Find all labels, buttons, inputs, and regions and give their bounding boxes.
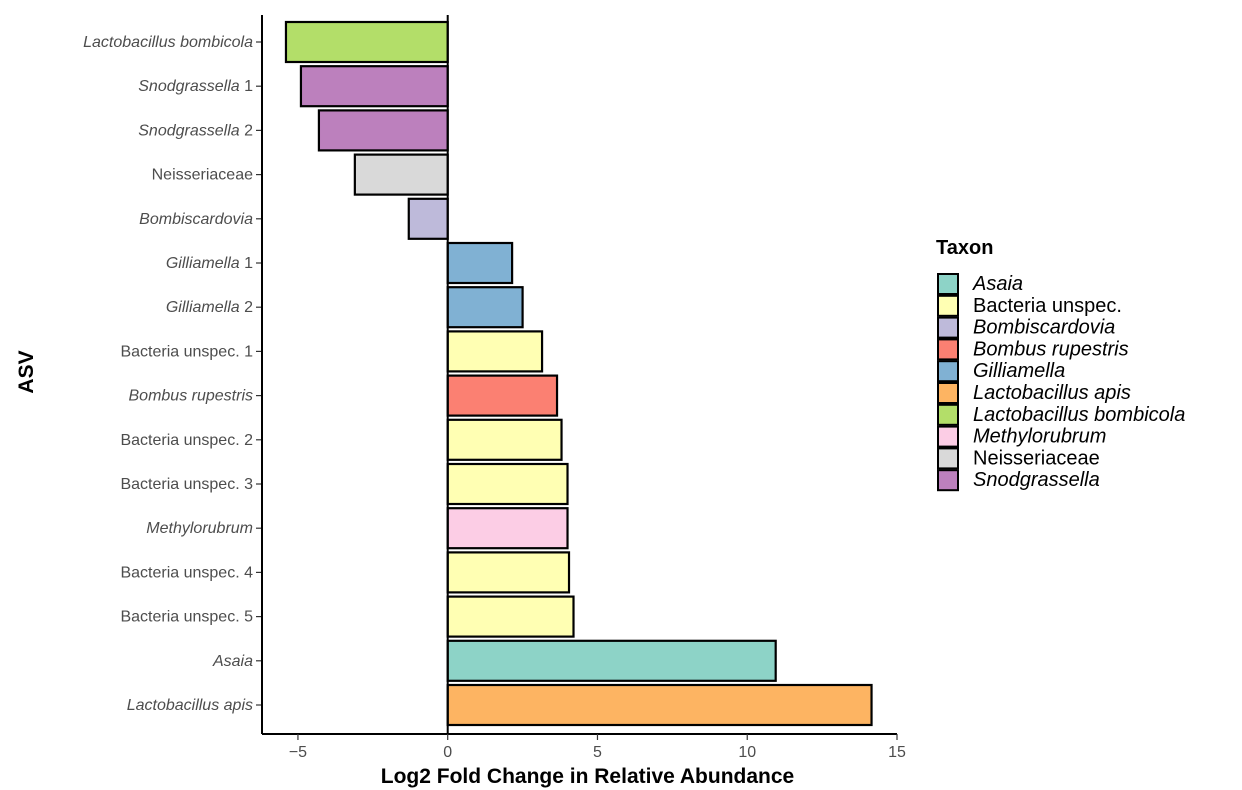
- bars: [284, 20, 873, 727]
- y-tick-label: Bacteria unspec. 2: [120, 431, 253, 448]
- legend-label-methylorubrum: Methylorubrum: [973, 426, 1106, 448]
- bar-bacteria-unspec-3: [446, 462, 569, 506]
- bar-bacteria-unspec-1: [446, 330, 544, 373]
- y-tick-label: Bombus rupestris: [129, 387, 254, 404]
- y-tick-label: Neisseriaceae: [152, 166, 253, 183]
- legend-label-gilliamella: Gilliamella: [973, 360, 1065, 382]
- legend-swatch-lactobacillus-bombicola: [937, 403, 959, 426]
- y-tick-label: Lactobacillus bombicola: [83, 34, 253, 51]
- legend-swatch-bacteria-unspec: [937, 294, 959, 317]
- legend-swatch-asaia: [937, 273, 959, 295]
- bar-snodgrassella-1: [299, 65, 449, 108]
- bar-snodgrassella-2: [317, 109, 449, 152]
- legend-swatch-gilliamella: [937, 360, 959, 383]
- x-tick-label: 10: [738, 744, 756, 761]
- y-tick-label: Lactobacillus apis: [127, 697, 253, 714]
- bar-lactobacillus-apis: [446, 683, 873, 727]
- y-tick-label: Bombiscardovia: [139, 210, 253, 227]
- bar-gilliamella-1: [446, 241, 514, 285]
- y-tick-label: Bacteria unspec. 3: [120, 476, 253, 493]
- x-axis-title: Log2 Fold Change in Relative Abundance: [381, 765, 794, 788]
- legend-label-lactobacillus-bombicola: Lactobacillus bombicola: [973, 404, 1185, 426]
- legend-label-bacteria-unspec: Bacteria unspec.: [973, 295, 1122, 317]
- legend-label-bombus-rupestris: Bombus rupestris: [973, 338, 1129, 360]
- y-tick-label: Asaia: [212, 652, 253, 669]
- legend-label-snodgrassella: Snodgrassella: [973, 469, 1100, 491]
- legend-label-lactobacillus-apis: Lactobacillus apis: [973, 382, 1131, 404]
- legend-label-asaia: Asaia: [972, 273, 1023, 295]
- x-tick-label: 0: [443, 744, 452, 761]
- x-axis: −5 0 5 10 15: [262, 733, 906, 761]
- legend-swatch-lactobacillus-apis: [937, 382, 959, 404]
- y-tick-label: Gilliamella 1: [166, 255, 253, 272]
- legend-label-neisseriaceae: Neisseriaceae: [973, 447, 1100, 469]
- bar-gilliamella-2: [446, 286, 524, 329]
- legend-swatch-bombiscardovia: [937, 316, 959, 339]
- y-tick-label: Snodgrassella 2: [138, 122, 253, 139]
- x-tick-label: −5: [289, 744, 307, 761]
- bar-lactobacillus-bombicola: [284, 20, 449, 64]
- y-tick-label: Bacteria unspec. 5: [120, 608, 253, 625]
- x-tick-label: 5: [593, 744, 602, 761]
- bar-methylorubrum: [446, 507, 569, 550]
- bar-bacteria-unspec-4: [446, 551, 571, 594]
- y-tick-label: Bacteria unspec. 1: [120, 343, 253, 360]
- y-tick-label: Bacteria unspec. 4: [120, 564, 253, 581]
- legend-label-bombiscardovia: Bombiscardovia: [973, 317, 1115, 339]
- y-tick-label: Gilliamella 2: [166, 299, 253, 316]
- bar-bombus-rupestris: [446, 374, 559, 417]
- bar-bacteria-unspec-5: [446, 595, 575, 638]
- bar-bacteria-unspec-2: [446, 418, 563, 461]
- bar-bombiscardovia: [407, 197, 449, 240]
- x-tick-label: 15: [888, 744, 906, 761]
- legend-swatch-neisseriaceae: [937, 447, 959, 470]
- bar-asaia: [446, 639, 777, 682]
- y-axis-title: ASV: [15, 350, 38, 393]
- bar-neisseriaceae: [353, 153, 449, 196]
- legend-title: Taxon: [936, 237, 993, 259]
- y-tick-label: Snodgrassella 1: [138, 78, 253, 95]
- legend-swatch-bombus-rupestris: [937, 338, 959, 361]
- y-axis: Lactobacillus bombicola Snodgrassella 1 Sn…: [83, 15, 263, 734]
- legend-swatch-methylorubrum: [937, 425, 959, 448]
- legend-swatch-snodgrassella: [937, 469, 959, 492]
- y-tick-label: Methylorubrum: [146, 520, 253, 537]
